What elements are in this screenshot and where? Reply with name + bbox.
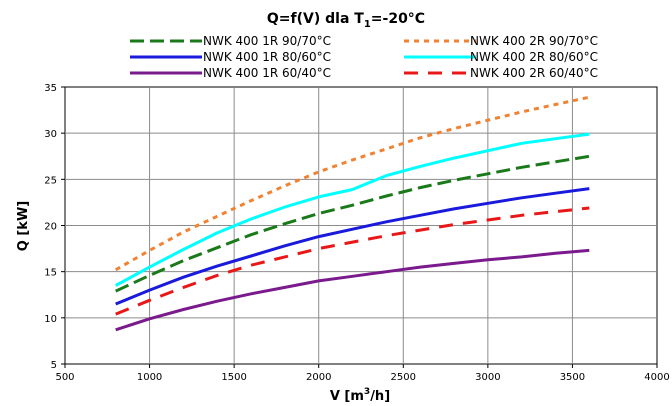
x-tick-label: 1500: [221, 372, 246, 383]
x-tick-label: 500: [55, 372, 74, 383]
chart-title-main: Q=f(V) dla T: [267, 11, 364, 27]
x-tick-label: 2500: [391, 372, 416, 383]
legend-label-2: NWK 400 1R 80/60°C: [203, 50, 331, 64]
x-tick-label: 3500: [560, 372, 585, 383]
y-tick-label: 15: [44, 268, 57, 279]
series-line-6: [115, 206, 590, 316]
series-line-5: [114, 132, 590, 287]
y-tick-label: 20: [44, 222, 57, 233]
legend-label-5: NWK 400 2R 80/60°C: [470, 50, 598, 64]
chart-title: Q=f(V) dla T1=-20°C: [267, 11, 425, 30]
legend: NWK 400 1R 90/70°C NWK 400 1R 80/60°C NWK …: [130, 34, 598, 80]
series-line-4: [114, 95, 590, 272]
y-tick-label: 35: [44, 83, 57, 94]
x-tick-label: 3000: [475, 372, 500, 383]
y-axis-label: Q [kW]: [16, 201, 31, 251]
legend-label-3: NWK 400 1R 60/40°C: [203, 66, 331, 80]
x-axis-ticks: 500 1000 1500 2000 2500 3000 3500 4000: [55, 364, 670, 383]
series-line-3: [115, 248, 590, 332]
y-tick-label: 10: [44, 314, 57, 325]
x-axis-label-main: V [m: [330, 389, 364, 404]
series-line-1: [115, 154, 590, 293]
series-line-2: [115, 187, 590, 306]
x-axis-label-suffix: /h]: [370, 389, 390, 404]
chart-title-suffix: =-20°C: [371, 11, 425, 27]
y-axis-ticks: 5 10 15 20 25 30 35: [44, 83, 65, 371]
chart-title-subscript: 1: [364, 19, 371, 30]
series-lines: [114, 95, 590, 332]
legend-label-1: NWK 400 1R 90/70°C: [203, 34, 331, 48]
x-axis-label: V [m3/h]: [330, 387, 390, 404]
y-tick-label: 25: [44, 175, 57, 186]
x-tick-label: 1000: [137, 372, 162, 383]
y-tick-label: 30: [44, 129, 57, 140]
x-tick-label: 4000: [644, 372, 669, 383]
y-tick-label: 5: [51, 360, 57, 371]
x-tick-label: 2000: [306, 372, 331, 383]
legend-label-6: NWK 400 2R 60/40°C: [470, 66, 598, 80]
legend-label-4: NWK 400 2R 90/70°C: [470, 34, 598, 48]
x-axis-label-superscript: 3: [364, 387, 370, 397]
